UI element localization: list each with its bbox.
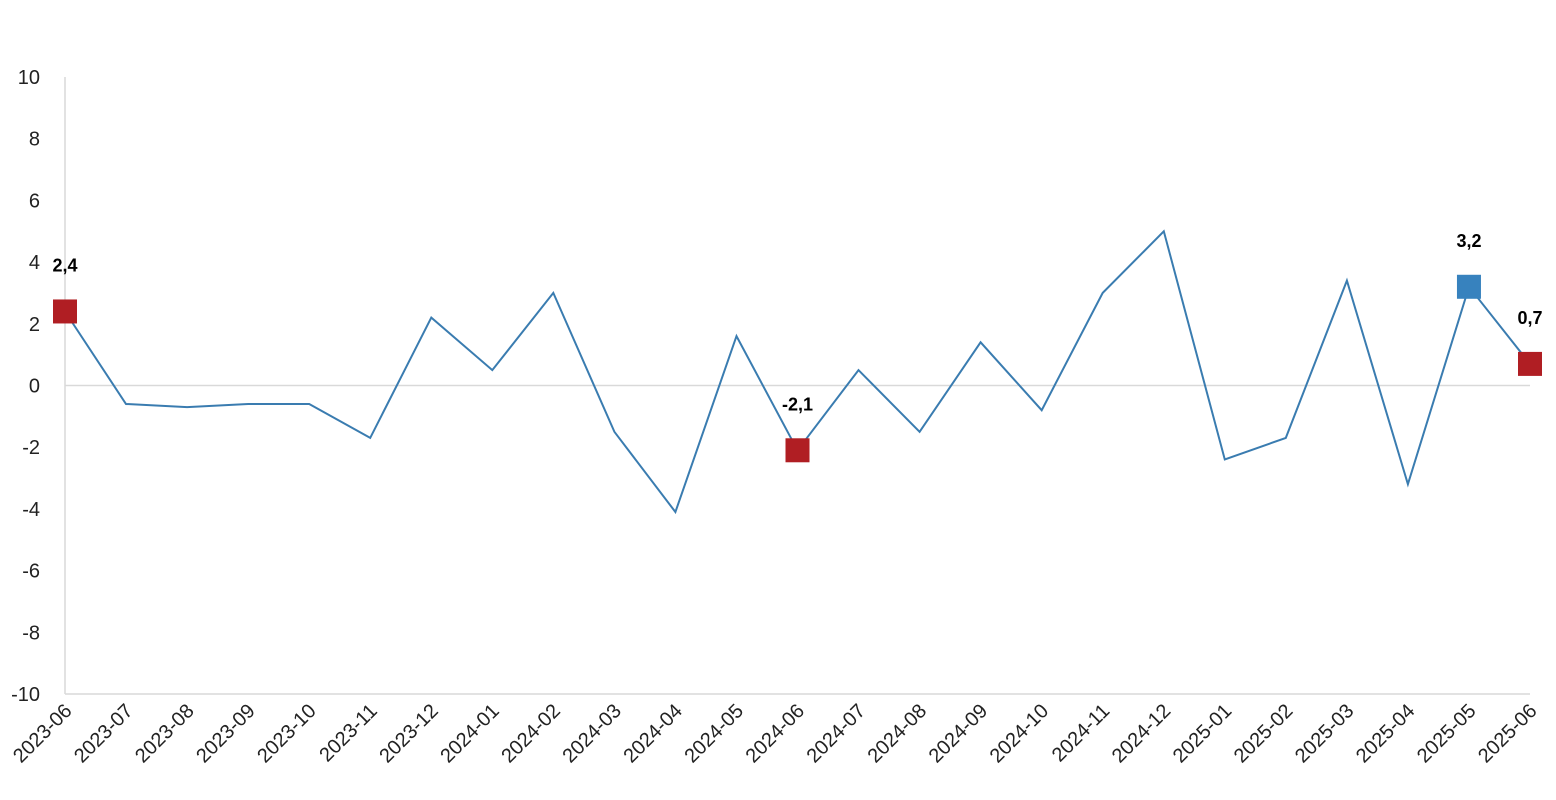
y-tick-label: 8 xyxy=(29,129,40,151)
x-tick-label: 2024-05 xyxy=(681,700,748,767)
x-tick-label: 2025-04 xyxy=(1352,700,1419,767)
x-tick-label: 2025-06 xyxy=(1474,700,1541,767)
data-label: -2,1 xyxy=(782,394,813,414)
x-tick-label: 2024-12 xyxy=(1108,700,1175,767)
y-tick-label: -2 xyxy=(22,437,40,459)
data-point-marker xyxy=(1518,351,1542,376)
axes xyxy=(64,77,1530,695)
x-tick-label: 2024-07 xyxy=(803,700,870,767)
data-label: 2,4 xyxy=(52,255,77,275)
x-tick-label: 2024-06 xyxy=(742,700,809,767)
y-axis-ticks: 10 8 6 4 2 0 -2 -4 -6 -8 -10 xyxy=(11,67,40,706)
x-tick-label: 2023-10 xyxy=(253,700,320,767)
y-tick-label: 10 xyxy=(18,67,40,89)
x-tick-label: 2025-03 xyxy=(1291,700,1358,767)
x-axis-ticks: 2023-062023-072023-082023-092023-102023-… xyxy=(9,700,1541,767)
x-tick-label: 2024-04 xyxy=(619,700,686,767)
x-tick-label: 2023-11 xyxy=(315,700,381,766)
x-tick-label: 2024-01 xyxy=(436,700,503,767)
y-tick-label: 6 xyxy=(29,190,40,212)
x-tick-label: 2024-09 xyxy=(925,700,992,767)
x-tick-label: 2023-09 xyxy=(192,700,259,767)
x-tick-label: 2025-02 xyxy=(1230,700,1297,767)
series-line xyxy=(64,229,1531,515)
series-layer xyxy=(64,229,1531,515)
x-tick-label: 2023-07 xyxy=(70,700,137,767)
x-tick-label: 2024-10 xyxy=(986,700,1053,767)
y-tick-label: 4 xyxy=(29,252,40,274)
x-tick-label: 2024-03 xyxy=(558,700,625,767)
data-label: 3,2 xyxy=(1456,231,1481,251)
data-labels: 2,4 -2,1 3,2 0,7 xyxy=(52,231,1542,415)
y-tick-label: 0 xyxy=(29,376,40,398)
x-tick-label: 2024-02 xyxy=(497,700,564,767)
data-point-marker xyxy=(785,438,810,463)
x-tick-label: 2023-08 xyxy=(131,700,198,767)
data-label: 0,7 xyxy=(1517,308,1542,328)
y-tick-label: -6 xyxy=(22,561,40,583)
y-tick-label: -8 xyxy=(22,622,40,644)
x-tick-label: 2024-11 xyxy=(1048,700,1114,766)
x-tick-label: 2025-05 xyxy=(1413,700,1480,767)
x-tick-label: 2023-06 xyxy=(9,700,76,767)
y-tick-label: 2 xyxy=(29,314,40,336)
y-tick-label: -10 xyxy=(11,684,40,706)
data-point-marker xyxy=(53,299,77,324)
y-tick-label: -4 xyxy=(22,499,40,521)
highlight-markers xyxy=(53,274,1542,463)
data-point-marker xyxy=(1456,274,1481,299)
x-tick-label: 2023-12 xyxy=(375,700,442,767)
x-tick-label: 2024-08 xyxy=(864,700,931,767)
x-tick-label: 2025-01 xyxy=(1169,700,1236,767)
